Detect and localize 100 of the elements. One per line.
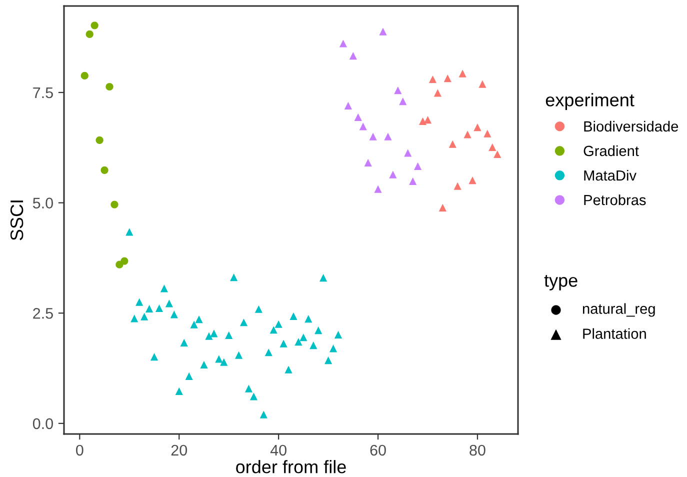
y-tick-label: 5.0 [32,198,53,208]
point [155,304,164,312]
point [210,330,218,338]
legend-label: Petrobras [584,194,646,206]
point [290,312,298,320]
point [458,70,466,78]
point [205,332,213,340]
x-axis-title: order from file [236,460,346,474]
text: type [544,274,578,290]
point [264,348,272,356]
point [464,130,472,138]
point [334,330,342,339]
y-axis-title: SSCI [10,200,24,240]
x-tick-label: 80 [470,444,486,456]
point [494,150,502,158]
legend-label: MataDiv [584,170,636,181]
x-tick-label: 20 [171,444,188,456]
point [86,30,94,38]
point [150,352,158,361]
point [294,338,302,346]
point [165,300,173,308]
point [225,331,233,339]
point [379,28,387,36]
point [120,257,128,265]
point [280,340,288,348]
x-tick-label: 0 [76,444,84,456]
point [310,342,318,350]
point [320,274,328,282]
point [424,116,432,124]
point [270,326,278,334]
point [474,124,482,132]
point [80,72,88,80]
point [339,40,348,48]
point [180,338,188,346]
point [374,185,382,193]
point [140,312,148,320]
legend-label: Biodiversidade [584,120,678,132]
point [106,82,114,91]
point [444,74,452,82]
point [418,117,427,125]
point [110,200,118,208]
point [215,355,223,363]
point [190,320,198,328]
point [488,143,496,151]
point [448,140,456,148]
point [145,304,154,312]
point [404,149,412,157]
text: experiment [546,93,634,110]
y-tick-label: 7.5 [33,88,53,98]
point [220,358,228,366]
point [300,334,308,342]
point [428,75,437,84]
point [185,372,193,380]
point [399,98,407,106]
point [200,360,208,369]
point [244,384,253,392]
point [468,176,476,184]
point [384,132,392,140]
point [409,177,417,185]
point [274,320,282,328]
point [284,366,292,374]
point [484,130,492,138]
x-tick-label: 40 [270,444,286,456]
point [96,136,104,144]
point [349,52,357,60]
y-tick-label: 2.5 [33,308,53,319]
legend-label: Gradient [584,145,639,156]
point [160,284,168,292]
point [344,102,352,110]
point [329,344,338,352]
point [136,298,144,306]
point [175,387,183,396]
point [359,122,367,130]
text: natural_reg [582,303,655,317]
point [324,356,332,364]
x-tick-label: 60 [370,444,386,456]
point [100,166,108,174]
point [394,86,402,94]
point [454,182,462,190]
point [250,392,258,400]
text: Plantation [583,328,646,339]
point [240,318,248,326]
point [364,158,372,166]
point [130,314,138,322]
point [90,22,98,30]
point [389,170,397,178]
point [170,310,178,318]
point [434,89,442,97]
point [478,80,486,88]
point [230,274,238,282]
y-tick-label: 0.0 [32,418,53,430]
point [260,410,268,418]
point [304,315,312,323]
point [354,113,362,121]
point [126,228,134,236]
point [254,305,262,313]
point [195,315,203,324]
point [234,351,243,359]
point [414,162,422,170]
point [369,132,377,140]
